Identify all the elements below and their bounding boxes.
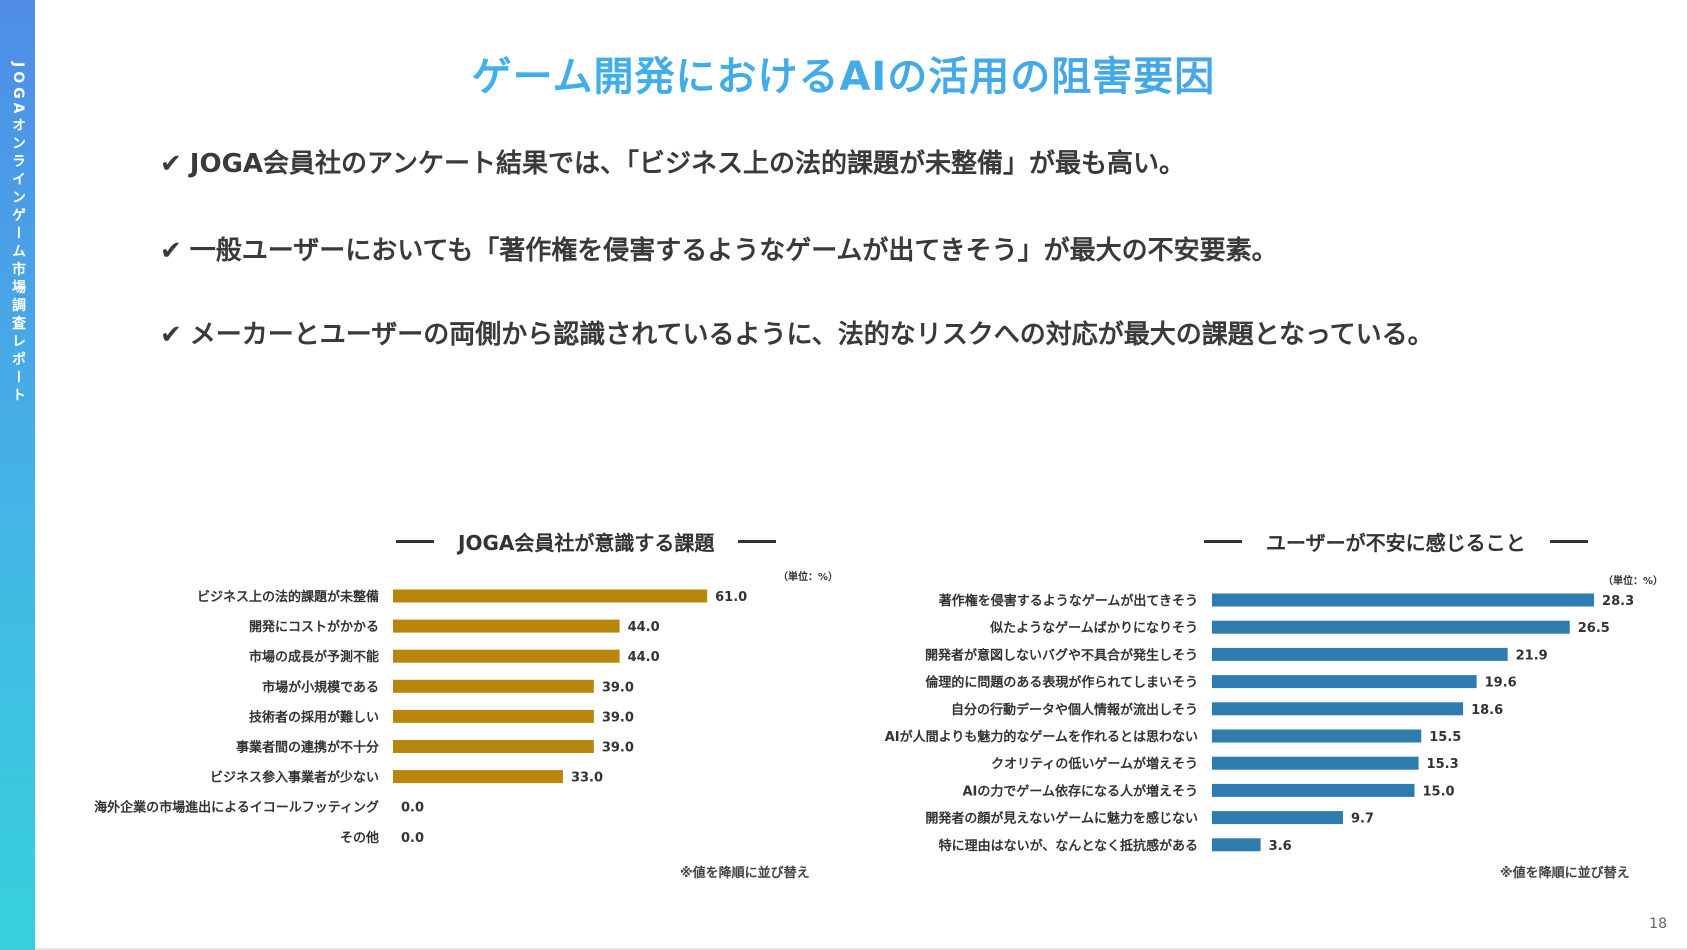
- bullet-point-1: ✔ JOGA会員社のアンケート結果では、「ビジネス上の法的課題が未整備」が最も高い…: [160, 143, 1185, 180]
- bullet-point-3-text: メーカーとユーザーの両側から認識されているように、法的なリスクへの対応が最大の課…: [189, 320, 1434, 350]
- right-category-label: 開発者が意図しないバグや不具合が発生しそう: [925, 647, 1198, 663]
- right-category-label: AIが人間よりも魅力的なゲームを作れるとは思わない: [885, 729, 1198, 745]
- right-bar: [1212, 729, 1422, 743]
- right-value-label: 28.3: [1602, 594, 1634, 609]
- left-category-label: 市場の成長が予測不能: [249, 649, 379, 665]
- check-icon: ✔: [160, 236, 182, 266]
- side-band: JOGAオンラインゲーム市場調査レポート: [0, 0, 35, 950]
- left-chart-title: JOGA会員社が意識する課題: [458, 531, 715, 555]
- left-category-label: その他: [340, 830, 379, 846]
- left-bar: [393, 589, 708, 603]
- left-category-label: 技術者の採用が難しい: [249, 709, 379, 725]
- right-bar: [1212, 811, 1343, 825]
- right-bar: [1212, 675, 1477, 689]
- right-chart-unit: （単位：%）: [1603, 576, 1664, 587]
- check-icon: ✔: [160, 320, 182, 350]
- left-value-label: 44.0: [628, 620, 660, 635]
- left-bar: [393, 679, 594, 693]
- left-chart-note: ※値を降順に並び替え: [680, 866, 810, 881]
- right-value-label: 21.9: [1516, 648, 1548, 663]
- right-category-label: 自分の行動データや個人情報が流出しそう: [951, 702, 1198, 718]
- right-value-label: 15.5: [1429, 730, 1461, 745]
- right-category-label: 倫理的に問題のある表現が作られてしまいそう: [925, 675, 1198, 691]
- heading-dash: [396, 540, 434, 543]
- page-title: ゲーム開発におけるAIの活用の阻害要因: [0, 44, 1687, 102]
- right-value-label: 3.6: [1269, 839, 1292, 854]
- right-value-label: 26.5: [1578, 621, 1610, 636]
- bullet-point-2-text: 一般ユーザーにおいても「著作権を侵害するようなゲームが出てきそう」が最大の不安要…: [189, 236, 1278, 266]
- right-bar: [1212, 783, 1415, 797]
- right-category-label: クオリティの低いゲームが増えそう: [991, 756, 1198, 772]
- right-chart-heading: ユーザーが不安に感じること: [1204, 527, 1588, 556]
- right-category-label: 似たようなゲームばかりになりそう: [989, 620, 1198, 636]
- left-category-label: 海外企業の市場進出によるイコールフッティング: [94, 800, 379, 816]
- left-value-label: 39.0: [602, 741, 634, 756]
- left-chart-unit: （単位：%）: [778, 572, 839, 583]
- right-value-label: 19.6: [1485, 676, 1517, 691]
- left-category-label: ビジネス上の法的課題が未整備: [197, 589, 379, 605]
- left-value-label: 0.0: [401, 801, 424, 816]
- left-value-label: 44.0: [628, 650, 660, 665]
- side-label: JOGAオンラインゲーム市場調査レポート: [10, 62, 26, 406]
- right-category-label: 著作権を侵害するようなゲームが出てきそう: [938, 593, 1198, 609]
- right-bar: [1212, 647, 1508, 661]
- left-value-label: 0.0: [401, 831, 424, 846]
- right-bar: [1212, 756, 1419, 770]
- left-bar: [393, 619, 620, 633]
- left-category-label: ビジネス参入事業者が少ない: [210, 770, 379, 786]
- bullet-point-3: ✔ メーカーとユーザーの両側から認識されているように、法的なリスクへの対応が最大の…: [160, 314, 1434, 351]
- right-value-label: 9.7: [1351, 812, 1374, 827]
- left-bar: [393, 709, 594, 723]
- left-category-label: 事業者間の連携が不十分: [236, 740, 379, 756]
- left-value-label: 33.0: [571, 771, 603, 786]
- right-bar: [1212, 620, 1570, 634]
- bottom-rule: [35, 948, 1687, 950]
- right-chart-title: ユーザーが不安に感じること: [1266, 531, 1526, 555]
- left-value-label: 39.0: [602, 710, 634, 725]
- check-icon: ✔: [160, 149, 182, 179]
- page-number: 18: [1649, 916, 1667, 932]
- right-value-label: 15.3: [1427, 757, 1459, 772]
- left-category-label: 市場が小規模である: [262, 679, 379, 695]
- right-category-label: 特に理由はないが、なんとなく抵抗感がある: [939, 838, 1198, 854]
- left-bar: [393, 770, 563, 784]
- left-bar: [393, 740, 594, 753]
- heading-dash: [1549, 540, 1588, 543]
- heading-dash: [738, 540, 777, 543]
- left-category-label: 開発にコストがかかる: [249, 619, 379, 635]
- left-bar: [393, 649, 620, 663]
- bullet-point-1-text: JOGA会員社のアンケート結果では、「ビジネス上の法的課題が未整備」が最も高い。: [189, 149, 1185, 179]
- heading-dash: [1204, 540, 1242, 543]
- left-value-label: 61.0: [715, 590, 747, 605]
- right-bar: [1212, 702, 1464, 716]
- right-value-label: 18.6: [1471, 703, 1503, 718]
- right-value-label: 15.0: [1423, 784, 1455, 799]
- right-bar: [1212, 593, 1595, 607]
- right-category-label: 開発者の顔が見えないゲームに魅力を感じない: [925, 811, 1198, 827]
- right-bar: [1212, 838, 1261, 852]
- left-value-label: 39.0: [602, 680, 634, 695]
- left-chart-heading: JOGA会員社が意識する課題: [396, 527, 777, 556]
- bullet-point-2: ✔ 一般ユーザーにおいても「著作権を侵害するようなゲームが出てきそう」が最大の不安…: [160, 230, 1278, 267]
- right-category-label: AIの力でゲーム依存になる人が増えそう: [962, 783, 1198, 799]
- right-chart-note: ※値を降順に並び替え: [1500, 866, 1630, 881]
